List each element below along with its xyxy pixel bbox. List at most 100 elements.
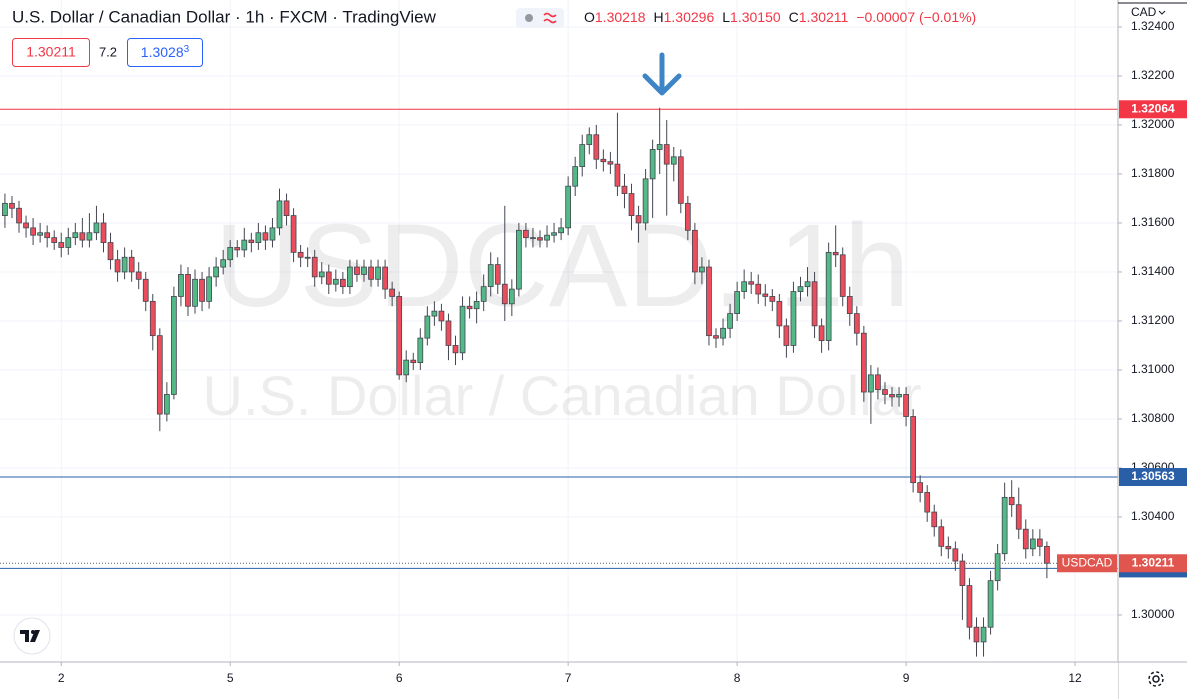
candle-body (952, 548, 959, 562)
toggle-pill[interactable] (516, 8, 564, 28)
candle-body (417, 337, 424, 364)
candle-body (621, 185, 628, 194)
candle-body (832, 251, 839, 256)
candle-body (846, 296, 853, 315)
candle-body (501, 283, 508, 305)
candle-body (649, 149, 656, 180)
sell-price[interactable]: 1.30211 (26, 44, 76, 60)
candle-body (607, 161, 614, 165)
candle-body (896, 394, 902, 398)
candle-body (628, 193, 635, 217)
candle-body (706, 266, 712, 337)
candle-body (889, 394, 895, 398)
candle-body (466, 305, 473, 310)
candle-body (86, 232, 93, 241)
candle-body (424, 315, 431, 339)
candle-body (445, 320, 452, 346)
candle-body (339, 278, 346, 288)
candle-body (58, 242, 65, 248)
candle-body (825, 251, 832, 341)
candle-body (924, 492, 931, 513)
candle-body (241, 239, 248, 251)
candle-body (677, 156, 684, 204)
sell-button-frame[interactable] (12, 38, 90, 67)
candle-body (790, 291, 797, 346)
buy-price[interactable]: 1.3028 (141, 44, 184, 60)
legend-key: H (654, 9, 664, 25)
levels (0, 108, 1118, 569)
candle-body (508, 288, 515, 305)
candle-body (438, 310, 445, 322)
candle-body (804, 281, 811, 288)
candle-body (903, 394, 909, 417)
candle-body (206, 276, 212, 302)
sell-button[interactable]: 1.30211 (12, 38, 90, 67)
buy-price-text[interactable]: 1.30283 (141, 44, 190, 60)
candle-body (797, 286, 804, 292)
candle-body (135, 271, 142, 280)
candle-body (487, 264, 494, 288)
candle-body (572, 166, 579, 187)
candle-body (516, 229, 522, 290)
candle-body (1044, 545, 1050, 564)
candle-body (713, 335, 719, 339)
candle-body (860, 332, 867, 393)
candle-body (748, 281, 755, 285)
arrow-head (642, 73, 682, 96)
gear-teeth[interactable] (1148, 671, 1164, 687)
symbol-label: USDCAD (1062, 555, 1113, 569)
logo-circle[interactable] (13, 617, 51, 655)
candle-body (882, 389, 888, 395)
candle-body (558, 227, 564, 234)
symbol-label-box (1057, 554, 1117, 573)
candle-body (586, 134, 593, 145)
price-axis-labels: 1.300001.304001.306001.308001.310001.312… (1118, 19, 1175, 621)
settings-button[interactable] (1148, 671, 1164, 687)
ohlc-legend: O1.30218 H1.30296 L1.30150 C1.30211 −0.00007… (584, 9, 976, 25)
candle-body (783, 325, 790, 346)
candle-body (213, 266, 220, 278)
buy-price-pip[interactable]: 3 (184, 44, 190, 55)
buy-button-frame[interactable] (127, 38, 203, 67)
tradingview-logo[interactable] (13, 617, 51, 655)
candle-body (149, 300, 156, 337)
legend-key: L (722, 9, 730, 25)
candle-body (128, 256, 135, 273)
candle-body (192, 278, 198, 307)
candle-body (734, 291, 740, 315)
candle-body (121, 256, 128, 273)
candle-body (156, 335, 163, 415)
candle-body (684, 202, 691, 231)
candle-body (663, 144, 670, 165)
spread: 7.2 (99, 44, 117, 59)
candle-body (2, 202, 8, 217)
x-tick-label: 6 (396, 671, 403, 685)
candle-body (227, 247, 234, 261)
candle-body (600, 158, 607, 163)
x-tick-label: 2 (58, 671, 65, 685)
candle-body (762, 293, 769, 297)
candle-body (276, 200, 283, 229)
legend-value: 1.30296 (664, 9, 715, 25)
candle-body (959, 560, 966, 586)
candle-body (93, 222, 100, 234)
candle-body (656, 144, 663, 150)
candle-body (839, 254, 846, 297)
candle-body (382, 266, 388, 290)
candle-body (185, 274, 191, 307)
y-tick-label: 1.31000 (1131, 362, 1175, 376)
y-tick-label: 1.31200 (1131, 313, 1175, 327)
toggle-dot (525, 14, 533, 22)
candle-body (410, 359, 417, 364)
level-label-box (1119, 468, 1187, 487)
indicator-toggles[interactable] (516, 8, 564, 28)
candle-body (818, 325, 825, 341)
x-tick-label: 8 (734, 671, 741, 685)
currency[interactable]: CAD (1131, 5, 1157, 19)
candle-body (973, 626, 980, 643)
currency-selector[interactable]: CAD (1131, 5, 1166, 19)
last-price-box (1119, 554, 1187, 573)
buy-button[interactable]: 1.30283 (127, 38, 203, 67)
chart-title: U.S. Dollar / Canadian Dollar · 1h · FXC… (12, 7, 437, 26)
watermark-description: U.S. Dollar / Canadian Dollar (203, 364, 922, 427)
